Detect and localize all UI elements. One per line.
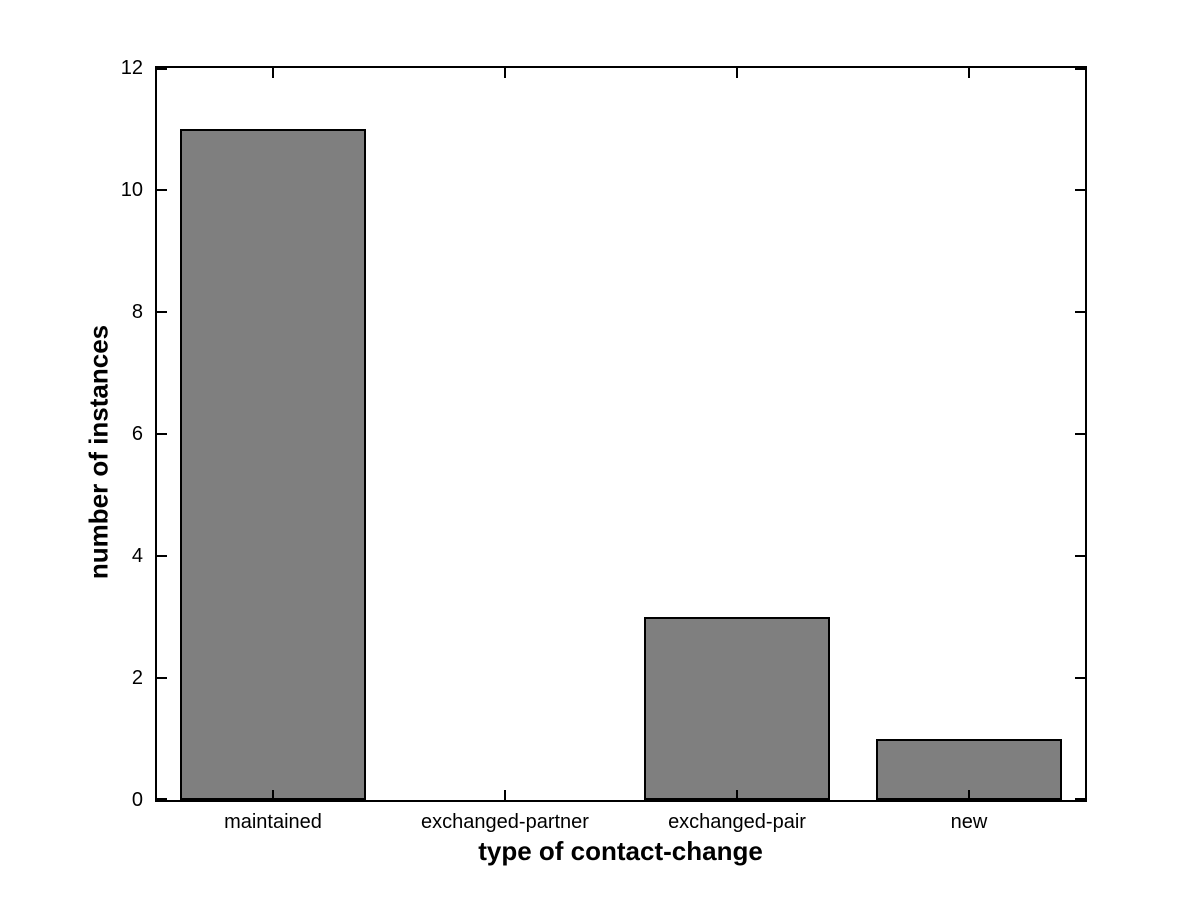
x-tick-top-exchanged-partner [504, 68, 506, 78]
y-tick-right-0 [1075, 798, 1085, 800]
y-tick-left-4 [157, 555, 167, 557]
y-tick-label: 12 [120, 57, 143, 79]
y-tick-right-10 [1075, 189, 1085, 191]
y-tick-left-12 [157, 68, 167, 70]
y-tick-right-12 [1075, 68, 1085, 70]
y-tick-left-0 [157, 798, 167, 800]
x-tick-bottom-new [968, 790, 970, 800]
y-tick-label: 10 [120, 179, 143, 201]
y-tick-right-2 [1075, 677, 1085, 679]
y-tick-left-8 [157, 311, 167, 313]
x-tick-top-new [968, 68, 970, 78]
y-tick-label: 6 [131, 423, 143, 445]
y-tick-left-10 [157, 189, 167, 191]
x-tick-bottom-maintained [272, 790, 274, 800]
y-tick-left-6 [157, 433, 167, 435]
x-tick-label-new: new [950, 811, 988, 833]
y-tick-right-6 [1075, 433, 1085, 435]
x-tick-bottom-exchanged-pair [736, 790, 738, 800]
y-tick-label: 0 [131, 789, 143, 811]
y-tick-label: 2 [131, 667, 143, 689]
y-axis-label: number of instances [83, 324, 114, 580]
x-tick-top-maintained [272, 68, 274, 78]
y-tick-right-4 [1075, 555, 1085, 557]
bar-maintained [180, 129, 366, 800]
x-tick-label-maintained: maintained [224, 811, 322, 833]
y-tick-label: 8 [131, 301, 143, 323]
x-axis-label: type of contact-change [478, 836, 763, 866]
bar-exchanged-pair [644, 617, 830, 800]
x-tick-bottom-exchanged-partner [504, 790, 506, 800]
x-tick-label-exchanged-partner: exchanged-partner [421, 811, 589, 833]
y-tick-left-2 [157, 677, 167, 679]
y-tick-right-8 [1075, 311, 1085, 313]
x-tick-label-exchanged-pair: exchanged-pair [668, 811, 806, 833]
y-tick-label: 4 [131, 545, 143, 567]
x-tick-top-exchanged-pair [736, 68, 738, 78]
x-axis-label-row: type of contact-change [0, 836, 1201, 867]
plot-area [155, 66, 1087, 802]
